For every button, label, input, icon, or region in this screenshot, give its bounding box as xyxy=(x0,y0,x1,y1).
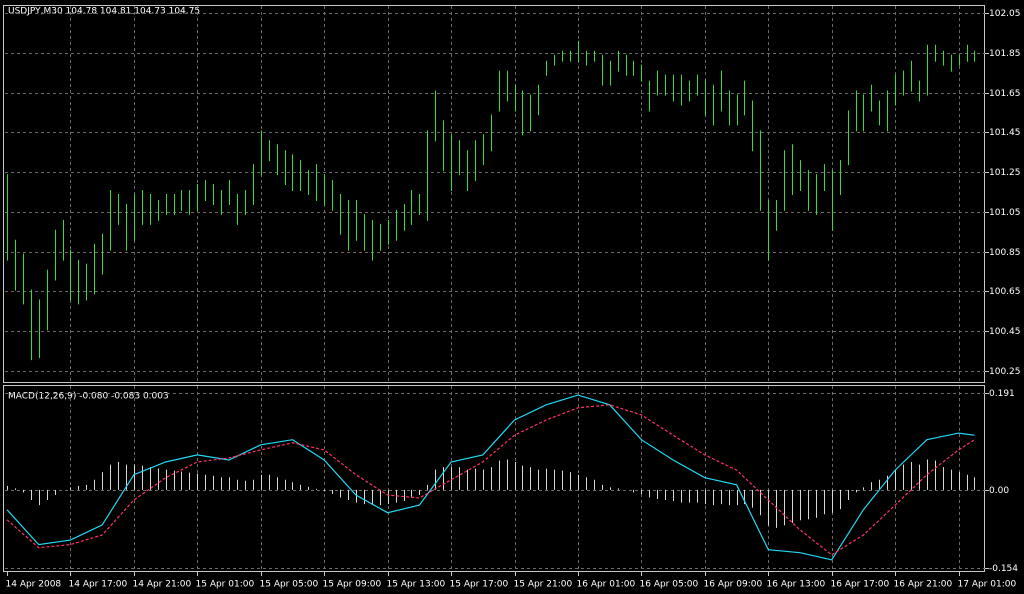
y-tick-label: 0.191 xyxy=(989,389,1015,399)
y-tick-label: 100.45 xyxy=(989,327,1021,337)
y-tick-label: 101.85 xyxy=(989,49,1021,59)
chart-title: USDJPY,M30 104.78 104.81 104.73 104.75 xyxy=(8,7,200,17)
indicator-title: MACD(12,26,9) -0.080 -0.083 0.003 xyxy=(8,392,169,402)
x-tick-label: 16 Apr 01:00 xyxy=(577,580,636,590)
x-tick-label: 15 Apr 13:00 xyxy=(387,580,446,590)
x-tick-label: 16 Apr 21:00 xyxy=(894,580,953,590)
y-tick-label: 101.65 xyxy=(989,89,1021,99)
indicator-line xyxy=(6,394,975,561)
y-tick-label: 100.25 xyxy=(989,367,1021,377)
indicator-line xyxy=(6,404,975,556)
y-tick-label: 0.00 xyxy=(989,486,1009,496)
x-tick-label: 15 Apr 21:00 xyxy=(514,580,573,590)
y-tick-label: 101.25 xyxy=(989,168,1021,178)
x-tick-label: 14 Apr 21:00 xyxy=(133,580,192,590)
y-tick-label: 101.45 xyxy=(989,128,1021,138)
price-panel xyxy=(3,5,985,383)
x-tick-label: 14 Apr 2008 xyxy=(6,580,62,590)
x-tick-label: 16 Apr 05:00 xyxy=(640,580,699,590)
y-tick-label: 102.05 xyxy=(989,9,1021,19)
macd-panel xyxy=(3,385,985,572)
x-tick-label: 15 Apr 01:00 xyxy=(196,580,255,590)
x-tick-label: 17 Apr 01:00 xyxy=(958,580,1017,590)
y-tick-label: 101.05 xyxy=(989,208,1021,218)
x-tick-label: 15 Apr 09:00 xyxy=(323,580,382,590)
x-tick-label: 15 Apr 17:00 xyxy=(450,580,509,590)
x-tick-label: 14 Apr 17:00 xyxy=(69,580,128,590)
y-tick-label: 100.85 xyxy=(989,248,1021,258)
x-tick-label: 15 Apr 05:00 xyxy=(260,580,319,590)
x-tick-label: 16 Apr 09:00 xyxy=(704,580,763,590)
y-tick-label: 100.65 xyxy=(989,287,1021,297)
x-tick-label: 16 Apr 13:00 xyxy=(767,580,826,590)
y-tick-label: -0.154 xyxy=(989,564,1018,574)
x-tick-label: 16 Apr 17:00 xyxy=(831,580,890,590)
